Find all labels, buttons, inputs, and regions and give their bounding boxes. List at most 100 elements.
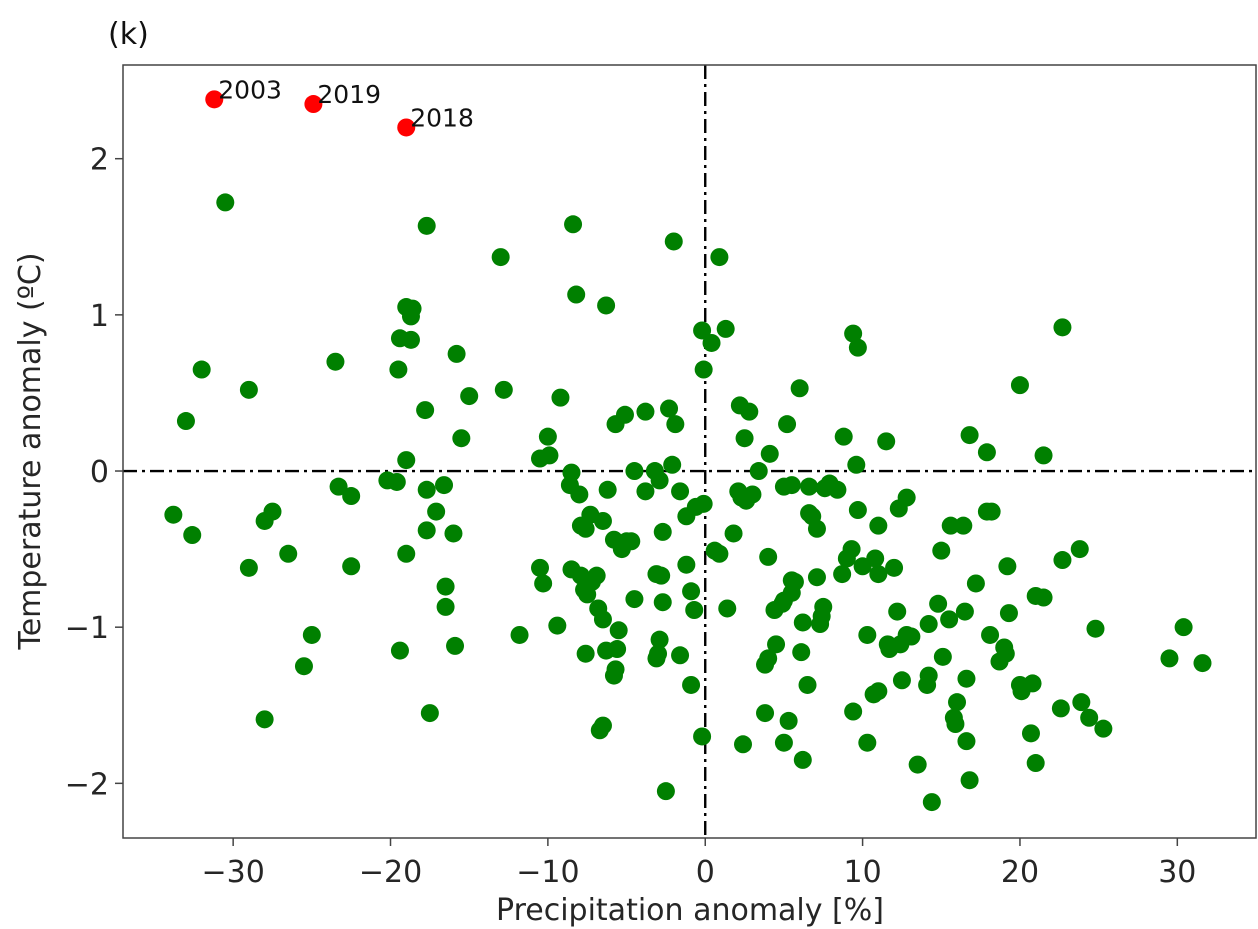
data-point: [652, 566, 671, 585]
data-point: [908, 755, 927, 774]
data-point: [710, 544, 729, 563]
data-point: [664, 232, 683, 251]
data-point: [636, 482, 655, 501]
data-point: [576, 644, 595, 663]
data-point: [1193, 654, 1212, 673]
data-point: [790, 379, 809, 398]
x-tick-label: 0: [696, 855, 715, 890]
data-point: [998, 557, 1017, 576]
data-point: [897, 488, 916, 507]
data-point: [858, 625, 877, 644]
data-point: [807, 519, 826, 538]
data-point: [255, 710, 274, 729]
data-point: [834, 427, 853, 446]
data-point: [954, 516, 973, 535]
data-point: [743, 485, 762, 504]
highlight-point-2003: [205, 90, 224, 109]
data-point: [263, 502, 282, 521]
data-point: [1094, 719, 1113, 738]
data-point: [858, 733, 877, 752]
data-point: [702, 333, 721, 352]
data-point: [460, 387, 479, 406]
data-point: [866, 549, 885, 568]
data-point: [1053, 551, 1072, 570]
data-point: [760, 444, 779, 463]
data-point: [1086, 619, 1105, 638]
y-tick-label: 2: [90, 143, 109, 178]
data-point: [176, 412, 195, 431]
data-point: [1051, 699, 1070, 718]
reference-lines: [123, 65, 1256, 838]
data-point: [1034, 446, 1053, 465]
data-point: [946, 715, 965, 734]
data-point: [782, 583, 801, 602]
data-point: [671, 482, 690, 501]
data-point: [710, 248, 729, 267]
data-point: [401, 307, 420, 326]
data-point: [1072, 693, 1091, 712]
data-point: [587, 566, 606, 585]
panel-label: (k): [108, 17, 149, 52]
y-tick-label: −1: [65, 611, 109, 646]
y-tick-label: −2: [65, 767, 109, 802]
data-point: [807, 568, 826, 587]
data-point: [593, 610, 612, 629]
data-point: [387, 472, 406, 491]
data-point: [694, 494, 713, 513]
data-point: [922, 793, 941, 812]
data-point: [847, 455, 866, 474]
data-point: [811, 615, 830, 634]
data-point: [694, 360, 713, 379]
data-point: [995, 638, 1014, 657]
data-point: [390, 641, 409, 660]
data-point: [663, 455, 682, 474]
data-point: [534, 574, 553, 593]
data-point: [427, 502, 446, 521]
data-point: [1174, 618, 1193, 637]
data-point: [597, 296, 616, 315]
x-tick-label: −30: [201, 855, 264, 890]
data-point: [397, 451, 416, 470]
data-point: [420, 704, 439, 723]
data-point: [718, 599, 737, 618]
x-tick-label: −10: [516, 855, 579, 890]
data-point: [869, 516, 888, 535]
data-point: [848, 501, 867, 520]
data-point: [779, 711, 798, 730]
data-point: [1026, 754, 1045, 773]
data-point: [833, 565, 852, 584]
data-point: [848, 338, 867, 357]
data-point: [940, 610, 959, 629]
data-point: [999, 604, 1018, 623]
data-point: [239, 380, 258, 399]
data-point: [933, 647, 952, 666]
data-point: [342, 487, 361, 506]
data-point: [389, 360, 408, 379]
data-point: [782, 476, 801, 495]
data-point: [842, 540, 861, 559]
data-point: [892, 671, 911, 690]
data-point: [446, 636, 465, 655]
data-point: [1080, 708, 1099, 727]
data-point: [560, 476, 579, 495]
data-point: [869, 565, 888, 584]
y-tick-label: 0: [90, 455, 109, 490]
data-point: [491, 248, 510, 267]
y-axis-title: Temperature anomaly (ºC): [13, 252, 48, 650]
data-point: [767, 635, 786, 654]
data-point: [756, 704, 775, 723]
data-point: [902, 627, 921, 646]
data-point: [598, 480, 617, 499]
data-point: [966, 574, 985, 593]
data-point: [716, 319, 735, 338]
data-point: [666, 415, 685, 434]
data-point: [302, 625, 321, 644]
data-point: [869, 682, 888, 701]
data-point: [452, 429, 471, 448]
data-point: [294, 657, 313, 676]
data-point: [342, 557, 361, 576]
data-point: [593, 511, 612, 530]
highlight-point-2019: [304, 95, 323, 114]
data-point: [660, 399, 679, 418]
